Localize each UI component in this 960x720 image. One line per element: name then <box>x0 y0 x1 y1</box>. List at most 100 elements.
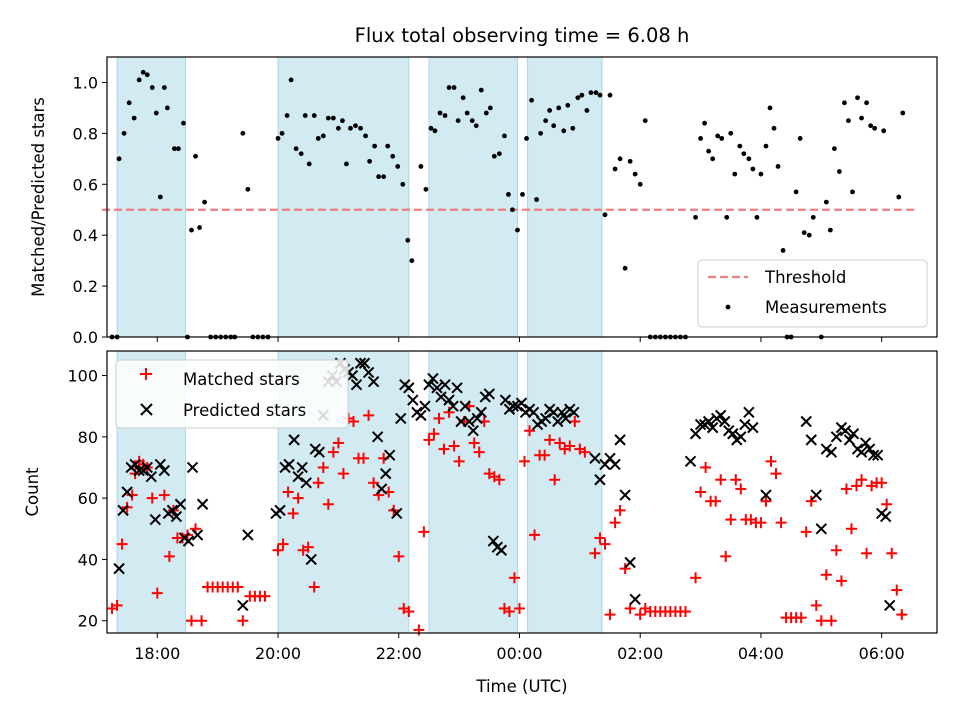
bottom-shaded-interval <box>428 350 518 634</box>
x-tick-label: 02:00 <box>617 644 663 663</box>
measurement-point <box>837 169 842 174</box>
matched-star-point <box>579 446 591 458</box>
measurement-point <box>149 85 155 90</box>
matched-star-point <box>503 606 515 618</box>
matched-star-point <box>513 602 525 614</box>
matched-star-point <box>886 547 898 559</box>
matched-star-point <box>589 547 601 559</box>
predicted-star-point <box>419 400 431 412</box>
measurement-point <box>395 164 401 169</box>
matched-star-point <box>519 455 531 467</box>
bottom-shaded-interval <box>527 350 603 634</box>
predicted-star-point <box>346 369 359 382</box>
predicted-star-point <box>706 421 719 434</box>
measurement-point <box>627 158 633 164</box>
measurement-point <box>340 118 345 124</box>
matched-star-point <box>800 526 812 538</box>
predicted-star-point <box>843 434 856 446</box>
top-shaded-interval <box>116 56 186 338</box>
measurement-point <box>637 181 643 187</box>
measurement-point <box>702 120 707 126</box>
bottom-panel: 20 40 60 80 100 18:00 20:00 22:00 00:00 02:00 04:… <box>23 350 938 696</box>
measurement-point <box>806 232 812 238</box>
measurement-point <box>797 136 803 141</box>
bottom-y-tick-label: 20 <box>78 612 98 631</box>
matched-star-point <box>840 483 852 495</box>
predicted-star-point <box>614 434 626 446</box>
measurement-point <box>737 143 743 149</box>
measurement-point <box>455 118 461 124</box>
measurement-point <box>831 146 837 152</box>
predicted-star-point <box>274 504 286 517</box>
matched-star-point <box>443 406 455 418</box>
predicted-star-point <box>371 431 384 443</box>
predicted-star-point <box>383 449 396 461</box>
measurement-point <box>288 77 294 83</box>
predicted-star-point <box>391 507 403 520</box>
matched-star-point <box>146 492 158 504</box>
measurement-point <box>515 227 520 233</box>
matched-star-point <box>302 541 314 553</box>
predicted-star-point <box>141 461 153 474</box>
predicted-star-point <box>467 424 479 437</box>
matched-star-point <box>891 584 903 596</box>
chart-title: Flux total observing time = 6.08 h <box>355 24 690 47</box>
predicted-star-point <box>714 409 727 422</box>
measurement-point <box>478 87 484 93</box>
bottom-legend-box <box>115 359 349 429</box>
measurement-point <box>881 128 887 134</box>
bottom-series <box>106 357 908 636</box>
matched-star-point <box>775 517 787 529</box>
measurement-point <box>728 130 734 136</box>
measurement-point <box>780 248 786 253</box>
measurement-point <box>189 227 194 233</box>
predicted-star-point <box>825 446 838 458</box>
measurement-point <box>872 125 878 131</box>
matched-star-point <box>493 474 505 486</box>
predicted-star-point <box>358 357 371 369</box>
top-y-tick-label: 0.0 <box>73 328 98 347</box>
matched-star-point <box>735 483 747 495</box>
measurement-point <box>409 258 415 264</box>
matched-star-point <box>544 434 556 446</box>
predicted-star-point <box>515 397 528 409</box>
measurement-point <box>896 194 902 200</box>
top-shaded-interval <box>428 56 518 338</box>
matched-star-point <box>186 615 198 627</box>
predicted-star-point <box>867 449 880 461</box>
matched-star-point <box>594 532 606 544</box>
measurement-point <box>437 110 443 116</box>
predicted-star-point <box>447 400 459 412</box>
predicted-star-point <box>313 446 325 458</box>
matched-star-point <box>529 529 541 541</box>
predicted-star-point <box>191 529 204 541</box>
predicted-star-point <box>283 458 295 471</box>
predicted-star-point <box>435 391 447 403</box>
predicted-star-point <box>863 443 876 455</box>
matched-star-point <box>810 599 822 611</box>
measurement-point <box>556 105 562 111</box>
measurement-point <box>376 174 382 180</box>
predicted-star-point <box>242 529 254 541</box>
predicted-star-point <box>560 412 572 425</box>
measurement-point <box>240 130 246 136</box>
predicted-star-point <box>182 535 195 547</box>
matched-star-point <box>453 455 465 467</box>
bottom-x-ticks: 18:00 20:00 22:00 00:00 02:00 04:00 06:00 <box>134 633 905 663</box>
x-tick-label: 22:00 <box>376 644 422 663</box>
predicted-star-point <box>609 458 621 471</box>
measurement-point <box>501 133 507 139</box>
matched-star-point <box>679 606 691 618</box>
matched-star-point <box>332 437 344 449</box>
top-shaded-interval <box>527 56 603 338</box>
measurement-point <box>245 186 251 192</box>
predicted-star-point <box>415 409 427 422</box>
measurement-point <box>602 212 608 218</box>
measurement-point <box>706 148 712 154</box>
measurement-point <box>622 265 628 271</box>
measurement-point <box>400 181 406 187</box>
predicted-star-point <box>702 415 715 428</box>
measurement-point <box>810 214 816 220</box>
predicted-star-point <box>471 412 483 425</box>
